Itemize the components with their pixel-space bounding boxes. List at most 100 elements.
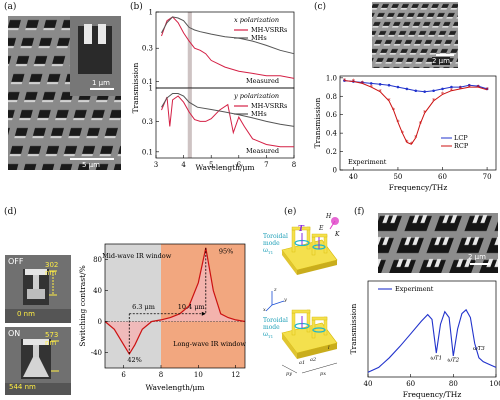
panel-b: (b) 1 0.3 0.1 x polarization MH-VSRRs MHs Meas… <box>128 0 298 172</box>
c-ytick-label-0.8: 0.8 <box>326 93 337 101</box>
e-top-structure <box>281 217 339 275</box>
b_top-band <box>187 12 192 88</box>
b_bottom-legend-label-1: MHs <box>251 110 267 118</box>
chart-c: 00.20.40.60.81.040 50 60 70* * ******** ******… <box>313 74 497 192</box>
b-ylabel: Transmission <box>131 62 140 113</box>
b_bottom-ytick-label-0.1: 0.1 <box>142 148 153 156</box>
c-point-1-12: * <box>419 121 422 128</box>
b-xtick-label-6: 6 <box>237 161 242 169</box>
panel-c-sem-image: 2 μm <box>372 2 458 68</box>
e-T-label: T <box>298 223 304 233</box>
c-point-1-13: * <box>423 110 426 117</box>
e-diagram <box>265 217 339 374</box>
b_bottom-ytick-label-0.3: 0.3 <box>142 118 153 126</box>
panel-d: (d) OFF 302 nm 0 nm ON 573 nm <box>0 205 250 400</box>
a-scale-bar <box>70 158 114 160</box>
c-point-1-17: * <box>459 86 462 93</box>
chart-f: 40 60 80 100 Experiment ωT1 ωT2 ωT3 Frequency/TH… <box>349 280 500 399</box>
c-point-0-0 <box>343 79 346 82</box>
c-annotation: Experiment <box>348 158 387 166</box>
b_top-legend-label-0: MH-VSRRs <box>251 26 287 34</box>
c-point-1-20: * <box>486 87 489 94</box>
d-off-device <box>5 255 71 323</box>
e-a1-label: a1 <box>299 360 306 366</box>
f-ylabel: Transmission <box>349 303 358 354</box>
e-K-label: K <box>335 231 340 238</box>
f-series-0 <box>367 308 497 373</box>
panel-f-sem-image: 2 μm <box>378 213 498 273</box>
c-point-0-12 <box>450 85 453 89</box>
c-point-1-0: * <box>343 78 346 85</box>
d-xtick-label-10: 10 <box>194 371 203 379</box>
a-inset-scale-bar <box>90 88 114 90</box>
f-scale-text: 2 μm <box>468 253 486 261</box>
c-frame <box>339 75 497 171</box>
c-point-1-3: * <box>370 84 373 91</box>
panel-b-label: (b) <box>130 2 143 12</box>
c-scale-text: 2 μm <box>432 57 450 65</box>
f-mode-label-1: ωT2 <box>448 358 460 364</box>
c-point-1-16: * <box>450 88 453 95</box>
f-legend-label: Experiment <box>395 285 434 293</box>
c-legend-label-1: RCP <box>454 142 469 150</box>
b-xtick-label-7: 7 <box>264 161 268 169</box>
c-xtick-label-40: 40 <box>349 173 358 181</box>
panel-e-label: (e) <box>284 207 297 217</box>
d-off-dim-top: 302 nm <box>45 261 59 277</box>
c-point-0-9 <box>423 90 426 93</box>
b_top-title: x polarization <box>234 16 279 24</box>
c-point-1-2: * <box>361 81 364 88</box>
b_bottom-series-0 <box>161 95 294 148</box>
b_bottom-ytick-label-1: 1 <box>149 85 153 93</box>
c-point-0-14 <box>467 83 471 87</box>
d-off-dim-bottom: 0 nm <box>17 310 35 318</box>
f-xtick-label-100: 100 <box>489 380 500 388</box>
panel-c-label: (c) <box>314 2 327 12</box>
a-inset-scale-text: 1 μm <box>92 79 110 87</box>
d-ytick-label-80: 80 <box>93 256 102 264</box>
panel-c: (c) 2 μm 0 0.2 0.4 0.6 0.8 1.0 40 50 60 70 * * * * * * *… <box>310 0 500 195</box>
b_bottom-band <box>187 88 192 158</box>
b-xlabel: Wavelength/μm <box>195 163 254 172</box>
b_bottom-series-1 <box>161 93 295 127</box>
c-point-1-10: * <box>410 141 413 148</box>
c-ytick-label-1.0: 1.0 <box>326 74 337 82</box>
d-ytick-label-40: 40 <box>93 287 102 295</box>
b_top-ytick-label-0.1: 0.1 <box>142 78 153 86</box>
panel-a-sem-image: 1 μm 5 μm <box>8 16 121 170</box>
f-mode-label-0: ωT1 <box>430 356 442 362</box>
b-xtick-label-8: 8 <box>292 161 296 169</box>
f-frame <box>367 280 497 378</box>
b_top-ytick-label-0.3: 0.3 <box>142 45 153 53</box>
chart-b: 10.30.1x polarizationMH-VSRRsMHsMeasured… <box>131 9 296 173</box>
c-point-0-7 <box>405 87 409 91</box>
d-on-device <box>5 327 71 395</box>
c-point-1-15: * <box>441 92 444 99</box>
c-point-1-8: * <box>401 130 404 137</box>
d-off-label: OFF <box>8 257 24 266</box>
b_bottom-frame <box>155 87 295 159</box>
d-midwave-label: Mid-wave IR window <box>102 252 172 260</box>
c-point-1-4: * <box>379 89 382 96</box>
e-x-axis-label: x <box>263 307 266 313</box>
a-scale-text: 5 μm <box>82 161 100 169</box>
c-xtick-label-60: 60 <box>438 173 447 181</box>
e-l-label: l <box>328 345 330 351</box>
e-axes <box>265 291 285 312</box>
d-xtick-label-12: 12 <box>231 371 240 379</box>
sem-a-pattern <box>8 16 121 170</box>
c-point-1-5: * <box>388 98 391 105</box>
c-legend-label-0: LCP <box>454 134 468 142</box>
f-xlabel: Frequency/THz <box>403 390 462 399</box>
c-point-1-11: * <box>414 135 417 142</box>
c-point-1-7: * <box>396 119 399 126</box>
c-point-0-11 <box>441 87 444 91</box>
e-E-label: E <box>319 225 324 232</box>
f-mode-label-2: ωT3 <box>473 346 485 352</box>
f-xtick-label-80: 80 <box>449 380 458 388</box>
c-point-1-18: * <box>468 84 471 91</box>
d-longwave-label: Long-wave IR window <box>173 340 246 348</box>
c-scale-bar <box>436 54 454 56</box>
d-arrow-head <box>201 311 206 316</box>
e-bottom-structure <box>281 309 338 374</box>
